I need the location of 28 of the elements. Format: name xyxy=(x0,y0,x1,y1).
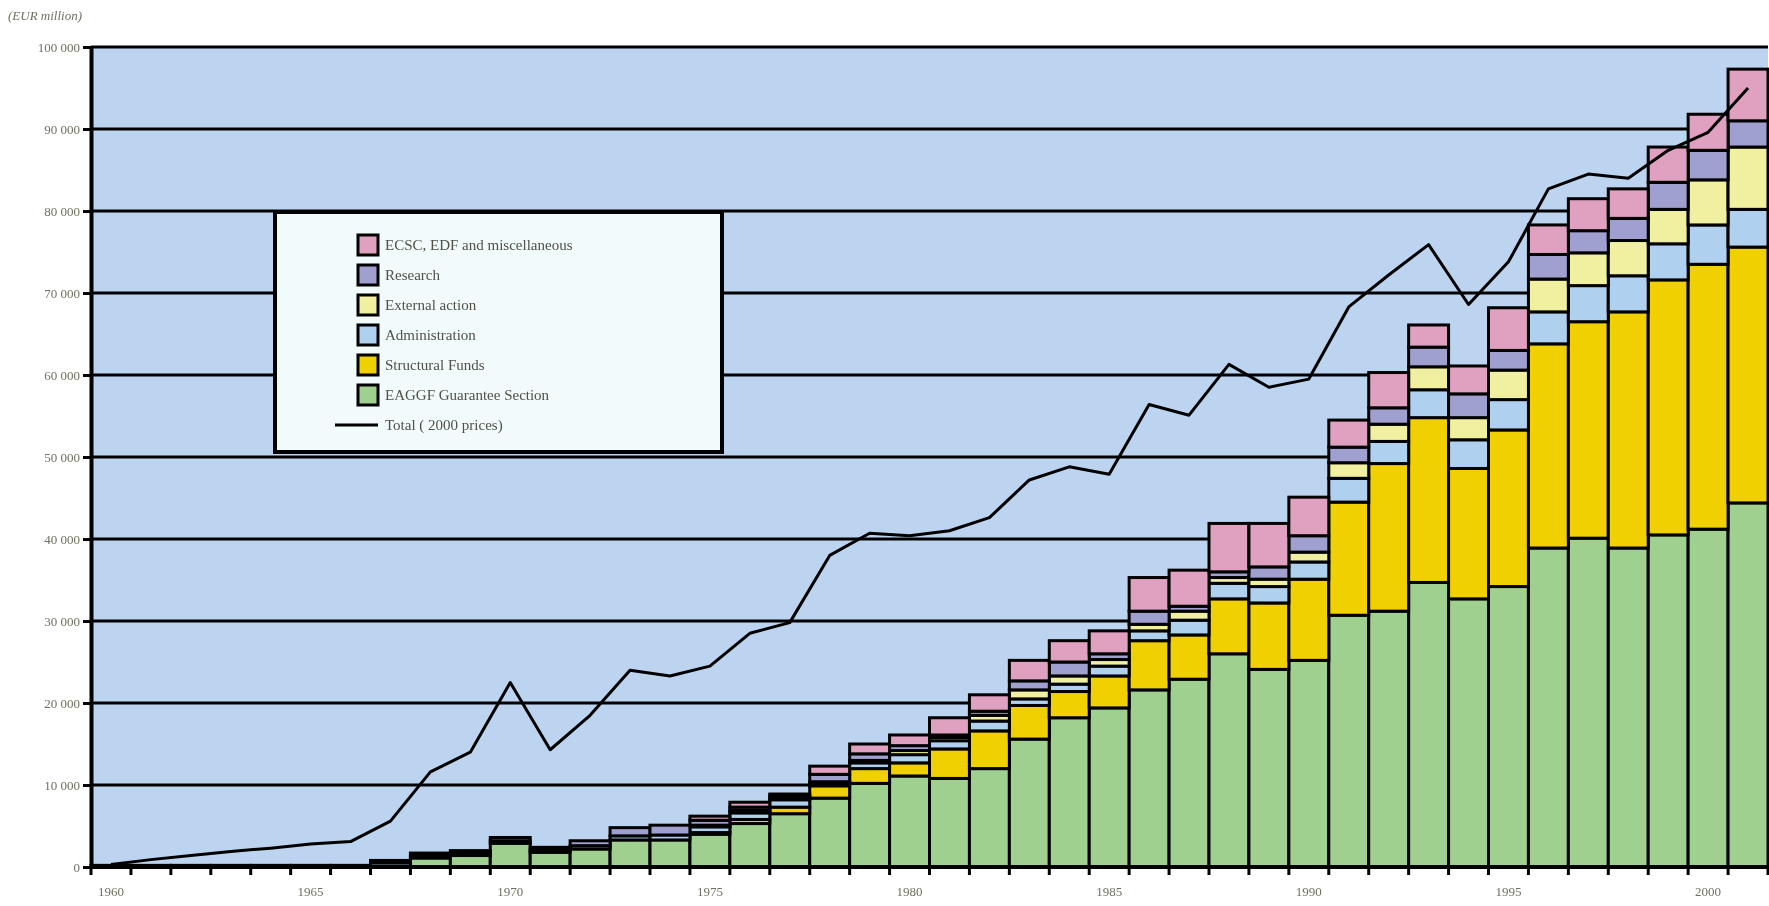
x-tick-label: 1995 xyxy=(1495,884,1522,900)
y-tick-label: 80 000 xyxy=(44,203,80,219)
y-tick-label: 20 000 xyxy=(44,695,80,711)
y-tick-label: 60 000 xyxy=(44,367,80,383)
y-tick-label: 30 000 xyxy=(44,613,80,629)
x-tick-label: 1985 xyxy=(1096,884,1123,900)
legend-label: Total ( 2000 prices) xyxy=(385,417,503,434)
legend-label: ECSC, EDF and miscellaneous xyxy=(385,237,573,253)
x-tick-label: 1975 xyxy=(696,884,723,900)
legend-label: Research xyxy=(385,267,441,283)
legend-label: Structural Funds xyxy=(385,357,485,373)
y-tick-label: 10 000 xyxy=(44,777,80,793)
y-tick-label: 0 xyxy=(73,859,80,875)
x-tick-label: 1960 xyxy=(97,884,124,900)
x-tick-label: 1980 xyxy=(896,884,923,900)
legend-label: Administration xyxy=(385,327,477,343)
y-tick-label: 40 000 xyxy=(44,531,80,547)
y-axis-title: (EUR million) xyxy=(8,8,83,23)
x-tick-label: 1965 xyxy=(297,884,324,900)
y-tick-label: 50 000 xyxy=(44,449,80,465)
y-tick-label: 70 000 xyxy=(44,285,80,301)
x-tick-label: 1990 xyxy=(1295,884,1322,900)
legend-label: External action xyxy=(385,297,477,313)
x-tick-label: 1970 xyxy=(497,884,524,900)
x-tick-label: 2000 xyxy=(1695,884,1722,900)
y-tick-label: 100 000 xyxy=(37,39,80,55)
y-tick-label: 90 000 xyxy=(44,121,80,137)
legend-label: EAGGF Guarantee Section xyxy=(385,387,550,403)
